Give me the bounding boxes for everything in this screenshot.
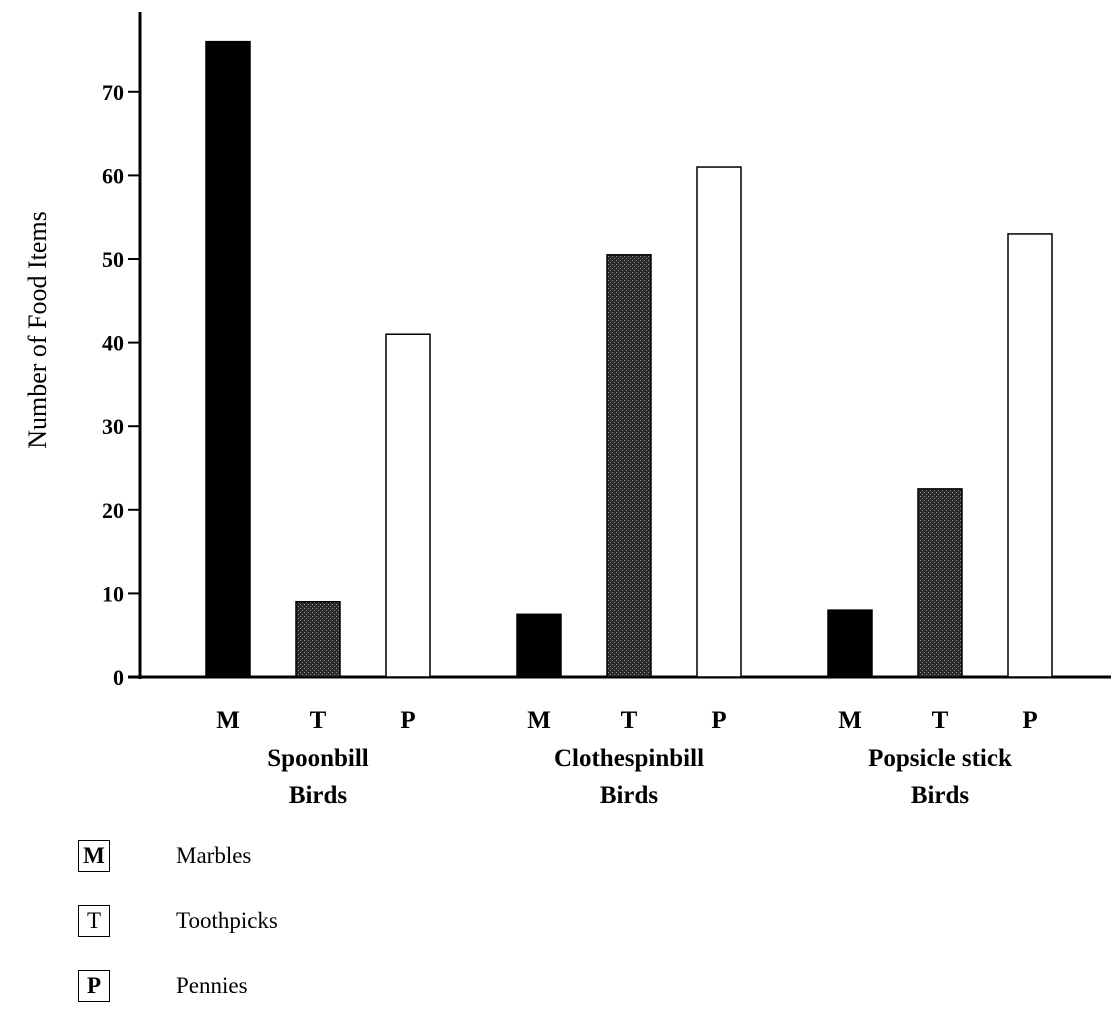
group-label-0-line-0: Spoonbill <box>267 745 369 772</box>
group-label-1-line-0: Clothespinbill <box>554 745 704 772</box>
legend-item-marbles: M Marbles <box>78 838 278 874</box>
bar-g0-p <box>385 333 431 678</box>
y-tick-label-40: 40 <box>102 331 124 356</box>
bar-g2-t <box>917 488 963 678</box>
bar-g0-t <box>295 601 341 678</box>
bars <box>205 40 1053 678</box>
bar-g2-m <box>827 609 873 678</box>
group-label-2-line-1: Birds <box>911 782 970 809</box>
y-tick-label-20: 20 <box>102 498 124 523</box>
legend-swatch-toothpicks: T <box>78 905 110 937</box>
y-tick-label-10: 10 <box>102 581 124 606</box>
bar-category-label-g2-p: P <box>1022 707 1037 734</box>
y-tick-label-70: 70 <box>102 80 124 105</box>
bar-category-label-g2-m: M <box>838 707 862 734</box>
bar-g2-p <box>1007 233 1053 678</box>
legend-label-marbles: Marbles <box>176 843 252 868</box>
y-tick-label-30: 30 <box>102 414 124 439</box>
y-axis-label: Number of Food Items <box>23 211 52 449</box>
bar-g1-t <box>606 254 652 678</box>
bar-category-label-g0-m: M <box>216 707 240 734</box>
group-label-2-line-0: Popsicle stick <box>868 745 1012 772</box>
bar-category-label-g2-t: T <box>932 707 949 734</box>
labels: 0 10 20 30 40 50 60 70 M T P Spoonbill Birds M T P Cloth… <box>102 80 1038 809</box>
y-tick-label-0: 0 <box>113 665 124 690</box>
legend-swatch-marbles: M <box>78 840 110 872</box>
y-tick-label-60: 60 <box>102 163 124 188</box>
legend-item-pennies: P Pennies <box>78 968 278 1004</box>
legend: M Marbles T Toothpicks P Pennies <box>78 838 278 1033</box>
bar-category-label-g1-m: M <box>527 707 551 734</box>
bar-category-label-g1-t: T <box>621 707 638 734</box>
group-label-1-line-1: Birds <box>600 782 659 809</box>
bar-category-label-g0-p: P <box>400 707 415 734</box>
bar-g0-m <box>205 40 251 678</box>
group-label-0-line-1: Birds <box>289 782 348 809</box>
legend-label-toothpicks: Toothpicks <box>176 908 278 933</box>
bar-g1-p <box>696 166 742 678</box>
legend-label-pennies: Pennies <box>176 973 248 998</box>
bar-g1-m <box>516 613 562 678</box>
bar-category-label-g1-p: P <box>711 707 726 734</box>
bar-category-label-g0-t: T <box>310 707 327 734</box>
y-tick-label-50: 50 <box>102 247 124 272</box>
legend-item-toothpicks: T Toothpicks <box>78 903 278 939</box>
legend-swatch-pennies: P <box>78 970 110 1002</box>
